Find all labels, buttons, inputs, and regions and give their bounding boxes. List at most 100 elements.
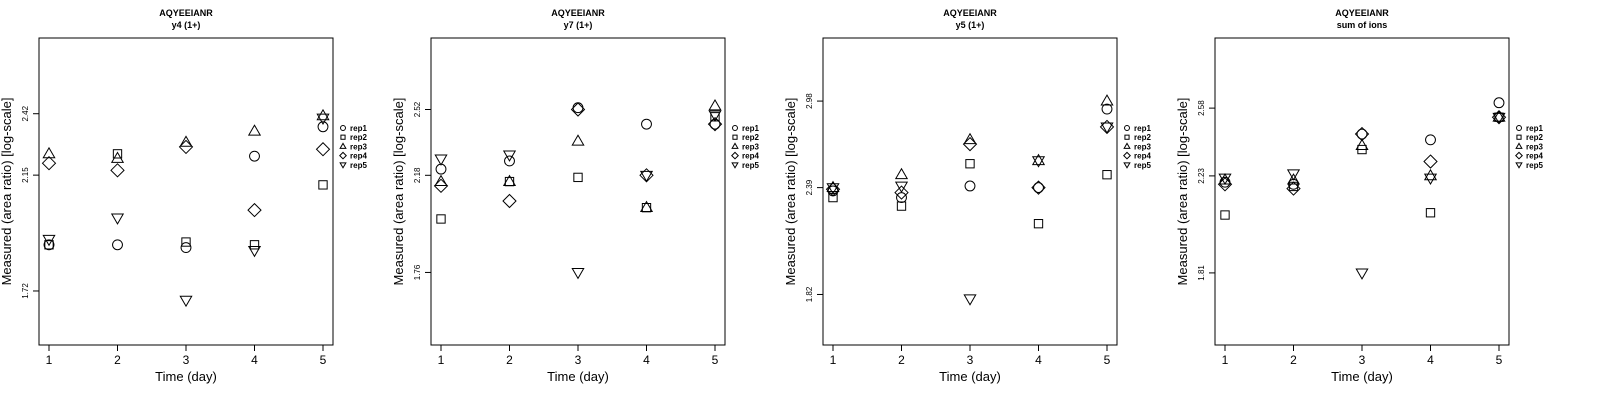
legend-label: rep1 — [1134, 124, 1151, 133]
data-point-rep2 — [1220, 210, 1230, 220]
data-point-rep1 — [964, 180, 976, 192]
legend-marker-rep3 — [1123, 142, 1131, 149]
legend-label: rep1 — [742, 124, 759, 133]
y-tick-label: 2.52 — [413, 101, 422, 117]
data-point-rep3 — [639, 200, 654, 213]
legend-label: rep4 — [1134, 152, 1151, 161]
data-point-rep1 — [317, 121, 329, 133]
data-point-rep2 — [249, 240, 260, 250]
data-point-rep3 — [42, 146, 56, 159]
legend-marker-rep3 — [339, 142, 347, 149]
chart-subtitle: sum of ions — [1337, 20, 1388, 30]
x-tick-label: 1 — [1222, 353, 1229, 367]
data-point-rep4 — [1423, 154, 1438, 169]
data-point-rep3 — [963, 132, 977, 145]
data-point-rep3 — [1355, 138, 1369, 151]
x-tick-label: 1 — [46, 353, 53, 367]
data-point-rep2 — [436, 214, 446, 224]
data-point-rep4 — [1286, 181, 1301, 196]
y-tick-label: 2.42 — [21, 105, 30, 121]
y-tick-label: 2.98 — [805, 93, 814, 109]
legend-marker-rep5 — [339, 162, 347, 169]
data-point-rep4 — [1031, 180, 1046, 195]
x-tick-label: 1 — [830, 353, 837, 367]
x-axis-label: Time (day) — [155, 369, 217, 384]
data-point-rep3 — [1423, 168, 1438, 181]
data-point-rep1 — [1493, 97, 1505, 109]
x-tick-label: 2 — [114, 353, 121, 367]
data-point-rep1 — [1033, 182, 1044, 194]
x-tick-label: 5 — [712, 353, 719, 367]
data-point-rep3 — [434, 174, 448, 186]
legend-marker-rep2 — [732, 134, 738, 140]
x-tick-label: 1 — [438, 353, 445, 367]
data-point-rep5 — [316, 113, 330, 126]
data-point-rep3 — [1492, 110, 1506, 122]
y-tick-label: 2.15 — [21, 167, 30, 183]
x-tick-label: 5 — [1104, 353, 1111, 367]
data-point-rep1 — [1101, 103, 1113, 115]
data-point-rep5 — [571, 268, 585, 280]
legend-marker-rep2 — [1124, 134, 1130, 140]
data-point-rep5 — [179, 295, 193, 308]
data-point-rep4 — [1354, 126, 1370, 142]
plot-frame — [822, 37, 1118, 346]
legend-marker-rep1 — [1124, 125, 1130, 131]
data-point-rep4 — [178, 139, 194, 155]
y-axis-label: Measured (area ratio) [log-scale] — [0, 98, 14, 286]
data-point-rep5 — [247, 245, 262, 258]
x-tick-label: 5 — [1496, 353, 1503, 367]
y-axis-label: Measured (area ratio) [log-scale] — [1175, 98, 1190, 286]
y-tick-label: 1.76 — [413, 264, 422, 280]
legend-label: rep5 — [742, 161, 759, 170]
data-point-rep1 — [572, 102, 584, 114]
data-point-rep2 — [896, 201, 907, 211]
legend-marker-rep1 — [340, 125, 346, 131]
x-tick-label: 5 — [320, 353, 327, 367]
legend-marker-rep2 — [340, 134, 346, 140]
x-tick-label: 3 — [575, 353, 582, 367]
data-point-rep4 — [502, 193, 517, 209]
legend-label: rep2 — [350, 133, 367, 142]
data-point-rep5 — [1218, 173, 1232, 185]
y-tick-label: 1.82 — [805, 286, 814, 302]
x-tick-label: 2 — [898, 353, 905, 367]
data-point-rep4 — [433, 178, 449, 194]
data-point-rep3 — [708, 98, 722, 111]
data-point-rep4 — [1099, 119, 1115, 135]
data-point-rep5 — [963, 294, 977, 306]
x-tick-label: 4 — [251, 353, 258, 367]
data-point-rep2 — [573, 172, 583, 183]
plot-frame — [38, 37, 334, 346]
data-point-rep5 — [1100, 122, 1114, 134]
data-point-rep4 — [570, 102, 586, 117]
x-tick-label: 3 — [183, 353, 190, 367]
data-point-rep4 — [639, 168, 654, 183]
data-point-rep3 — [110, 151, 125, 163]
data-point-rep4 — [315, 142, 331, 157]
legend-label: rep3 — [350, 142, 367, 151]
data-point-rep5 — [894, 181, 909, 193]
legend-marker-rep2 — [1516, 134, 1522, 140]
data-point-rep3 — [571, 134, 585, 146]
legend-label: rep2 — [1134, 133, 1151, 142]
data-point-rep1 — [112, 239, 123, 251]
data-point-rep5 — [42, 234, 56, 247]
x-tick-label: 2 — [1290, 353, 1297, 367]
legend-label: rep3 — [1134, 142, 1151, 151]
legend-marker-rep5 — [1515, 162, 1523, 169]
chart-title: AQYEEIANR — [1335, 8, 1389, 18]
data-point-rep5 — [639, 170, 654, 183]
chart-subtitle: y7 (1+) — [564, 20, 593, 30]
data-point-rep2 — [44, 240, 54, 250]
legend-marker-rep5 — [1123, 162, 1131, 169]
data-point-rep2 — [318, 180, 328, 190]
data-point-rep5 — [826, 183, 840, 195]
y-tick-label: 2.23 — [1197, 168, 1206, 184]
x-tick-label: 2 — [506, 353, 513, 367]
data-point-rep5 — [434, 154, 448, 166]
legend-marker-rep1 — [732, 125, 738, 131]
x-tick-label: 3 — [1359, 353, 1366, 367]
